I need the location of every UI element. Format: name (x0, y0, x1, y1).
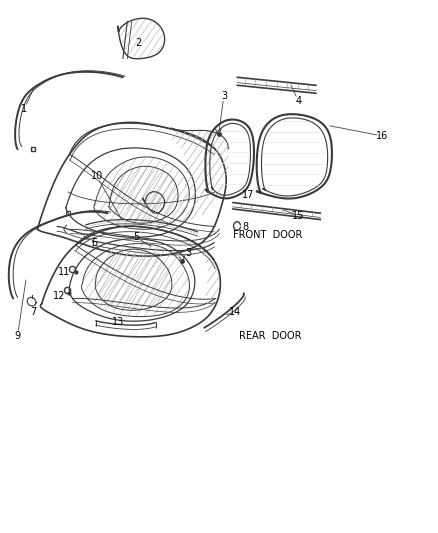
Text: FRONT  DOOR: FRONT DOOR (232, 230, 301, 239)
Text: 17: 17 (241, 190, 254, 199)
Text: 13: 13 (112, 318, 124, 327)
Text: 16: 16 (375, 131, 387, 141)
Text: 7: 7 (30, 307, 36, 317)
Text: 12: 12 (53, 291, 65, 301)
Text: 6: 6 (91, 238, 97, 247)
Text: 3: 3 (185, 248, 191, 258)
Text: 9: 9 (14, 331, 21, 341)
Text: 10: 10 (90, 171, 102, 181)
Text: 15: 15 (292, 211, 304, 221)
Text: 2: 2 (135, 38, 141, 47)
Text: 14: 14 (228, 307, 240, 317)
Text: 1: 1 (21, 104, 27, 114)
Text: 5: 5 (133, 232, 139, 242)
Text: 3: 3 (220, 91, 226, 101)
Text: 11: 11 (57, 267, 70, 277)
Text: 4: 4 (295, 96, 301, 106)
Text: REAR  DOOR: REAR DOOR (239, 331, 301, 341)
Text: 8: 8 (242, 222, 248, 231)
